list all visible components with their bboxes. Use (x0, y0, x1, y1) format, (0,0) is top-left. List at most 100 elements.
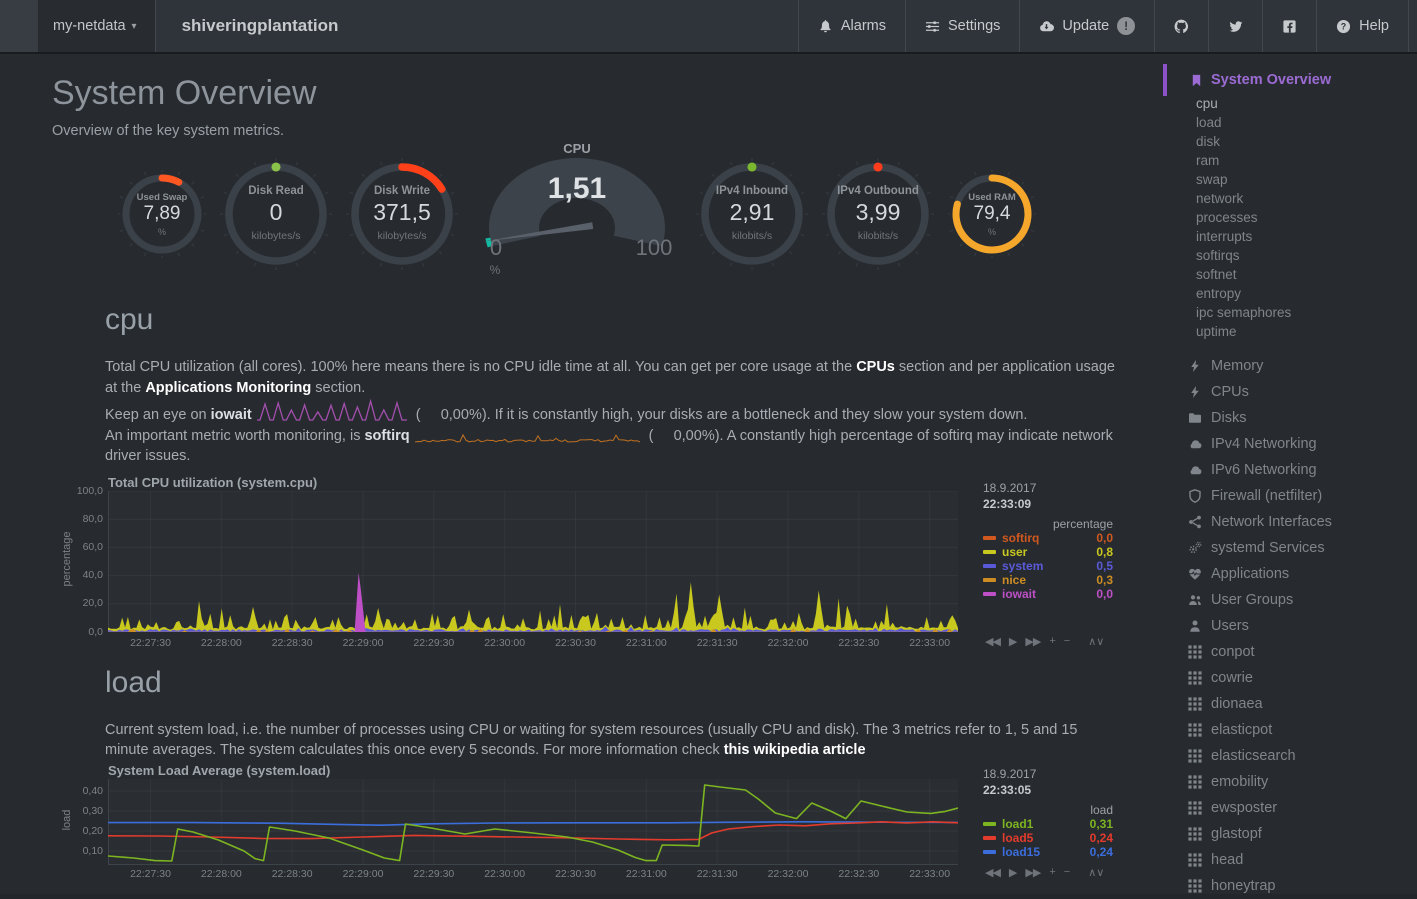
sidebar-subitem-ipc-semaphores[interactable]: ipc semaphores (1196, 305, 1292, 320)
zoom-out-button[interactable]: − (1063, 635, 1071, 647)
cpu-para1-link-applications-monitoring[interactable]: Applications Monitoring (145, 379, 312, 396)
sidebar-item-label: head (1211, 852, 1244, 868)
gauge-disk-read[interactable]: Disk Read 0 kilobytes/s (220, 158, 332, 270)
sidebar-item-elasticpot[interactable]: elasticpot (1160, 717, 1417, 743)
sidebar-item-conpot[interactable]: conpot (1160, 639, 1417, 665)
legend-row-iowait[interactable]: iowait 0,0 (983, 587, 1113, 601)
x-tick-label: 22:33:00 (909, 636, 951, 649)
sidebar-subitem-interrupts[interactable]: interrupts (1196, 229, 1253, 244)
legend-row-load1[interactable]: load1 0,31 (983, 817, 1113, 831)
sidebar-item-users[interactable]: Users (1160, 613, 1417, 639)
legend-row-system[interactable]: system 0,5 (983, 559, 1113, 573)
github-button[interactable] (1154, 0, 1208, 52)
sidebar-item-disks[interactable]: Disks (1160, 405, 1417, 431)
grid-icon (1188, 879, 1202, 893)
legend-series-name: load5 (1002, 830, 1034, 845)
sidebar-item-glastopf[interactable]: glastopf (1160, 821, 1417, 847)
hostname: shiveringplantation (181, 16, 339, 35)
play-button[interactable]: ▶ (1008, 635, 1018, 648)
legend-row-softirq[interactable]: softirq 0,0 (983, 531, 1113, 545)
play-button[interactable]: ▶ (1008, 866, 1018, 879)
x-tick-label: 22:28:00 (200, 867, 242, 880)
sidebar-item-head[interactable]: head (1160, 847, 1417, 873)
legend-series-value: 0,0 (1096, 586, 1113, 601)
cpu-para2-text-3: ( 0,00%). If it is constantly high, your… (411, 407, 1028, 423)
sidebar-item-ipv6-networking[interactable]: IPv6 Networking (1160, 457, 1417, 483)
sidebar-subitem-processes[interactable]: processes (1196, 210, 1258, 225)
alarms-button[interactable]: Alarms (797, 0, 905, 52)
y-tick-label: 0,30 (82, 804, 103, 817)
y-tick-label: 100,0 (76, 484, 103, 497)
legend-row-nice[interactable]: nice 0,3 (983, 573, 1113, 587)
sidebar-subitem-disk[interactable]: disk (1196, 134, 1221, 149)
sidebar-subitem-softirqs[interactable]: softirqs (1196, 248, 1240, 263)
sidebar-subitem-network[interactable]: network (1196, 191, 1244, 206)
chart-plot-area[interactable] (108, 490, 958, 632)
pan-forward-button[interactable]: ▶▶ (1025, 635, 1041, 648)
my-netdata-menu[interactable]: my-netdata ▾ (39, 0, 156, 52)
pan-forward-button[interactable]: ▶▶ (1025, 866, 1041, 879)
sidebar-item-cowrie[interactable]: cowrie (1160, 665, 1417, 691)
zoom-in-button[interactable]: + (1049, 866, 1056, 878)
help-button[interactable]: ? Help (1316, 0, 1409, 52)
sidebar-item-honeytrap[interactable]: honeytrap (1160, 873, 1417, 899)
sidebar-item-elasticsearch[interactable]: elasticsearch (1160, 743, 1417, 769)
legend-row-user[interactable]: user 0,8 (983, 545, 1113, 559)
sidebar-item-systemd-services[interactable]: systemd Services (1160, 535, 1417, 561)
chart-plot-area[interactable] (108, 778, 958, 865)
load-para1-link-this-wikipedia-article[interactable]: this wikipedia article (723, 742, 866, 758)
facebook-button[interactable] (1262, 0, 1316, 52)
sidebar-item-emobility[interactable]: emobility (1160, 769, 1417, 795)
legend-series-name: iowait (1002, 586, 1037, 601)
gauge-disk-write[interactable]: Disk Write 371,5 kilobytes/s (346, 158, 458, 270)
sidebar-item-dionaea[interactable]: dionaea (1160, 691, 1417, 717)
sidebar-item-applications[interactable]: Applications (1160, 561, 1417, 587)
y-tick-label: 0,20 (82, 824, 103, 837)
zoom-in-button[interactable]: + (1049, 635, 1056, 647)
x-tick-label: 22:28:00 (200, 636, 242, 649)
sidebar-subitem-load[interactable]: load (1196, 115, 1222, 130)
gauge-ipv4-outbound[interactable]: IPv4 Outbound 3,99 kilobits/s (822, 158, 934, 270)
gauge-value: 371,5 (373, 199, 431, 225)
gauge-used-swap[interactable]: Used Swap 7,89% (118, 170, 206, 258)
sidebar-subitem-uptime[interactable]: uptime (1196, 324, 1237, 339)
legend-series-name: load1 (1002, 816, 1034, 831)
pan-back-button[interactable]: ◀◀ (985, 866, 1001, 879)
sidebar-subitem-softnet[interactable]: softnet (1196, 267, 1237, 282)
settings-button[interactable]: Settings (905, 0, 1019, 52)
sidebar-subitem-cpu[interactable]: cpu (1196, 96, 1218, 111)
sidebar-item-ipv4-networking[interactable]: IPv4 Networking (1160, 431, 1417, 457)
resize-handle[interactable]: ∧∨ (1088, 866, 1105, 879)
sidebar-item-firewall-netfilter[interactable]: Firewall (netfilter) (1160, 483, 1417, 509)
gauge-ipv4-inbound[interactable]: IPv4 Inbound 2,91 kilobits/s (696, 158, 808, 270)
sidebar-item-ewsposter[interactable]: ewsposter (1160, 795, 1417, 821)
twitter-button[interactable] (1208, 0, 1262, 52)
legend-row-load15[interactable]: load15 0,24 (983, 845, 1113, 859)
grid-icon (1188, 801, 1202, 815)
gauge-cpu[interactable]: CPU 1,51 0 100% (472, 139, 682, 289)
sidebar-item-memory[interactable]: Memory (1160, 353, 1417, 379)
cloud-download-icon (1039, 19, 1055, 34)
gauge-used-ram[interactable]: Used RAM 79,4% (948, 170, 1036, 258)
legend-row-load5[interactable]: load5 0,24 (983, 831, 1113, 845)
sidebar-subitem-swap[interactable]: swap (1196, 172, 1228, 187)
sidebar-item-cpus[interactable]: CPUs (1160, 379, 1417, 405)
folder-icon (1188, 411, 1202, 425)
gauges-row: Used Swap 7,89% Disk Read 0 kilobytes/s Disk … (118, 139, 1160, 289)
legend-series-name: user (1002, 544, 1028, 559)
sidebar-item-system-overview[interactable]: System Overview (1160, 64, 1417, 96)
zoom-out-button[interactable]: − (1063, 866, 1071, 878)
pan-back-button[interactable]: ◀◀ (985, 635, 1001, 648)
sidebar-subitem-entropy[interactable]: entropy (1196, 286, 1242, 301)
grid-icon (1188, 775, 1202, 789)
sidebar-item-network-interfaces[interactable]: Network Interfaces (1160, 509, 1417, 535)
facebook-icon (1282, 19, 1297, 34)
sidebar-item-user-groups[interactable]: User Groups (1160, 587, 1417, 613)
legend-date: 18.9.2017 (983, 766, 1037, 781)
resize-handle[interactable]: ∧∨ (1088, 635, 1105, 648)
x-tick-label: 22:30:30 (555, 636, 596, 649)
cpu-para1-link-cpus[interactable]: CPUs (856, 359, 895, 375)
sidebar-subitem-ram[interactable]: ram (1196, 153, 1220, 168)
update-button[interactable]: Update! (1019, 0, 1154, 52)
cpu-para3-text-3: ( 0,00%). A constantly high percentage o… (105, 427, 1113, 465)
